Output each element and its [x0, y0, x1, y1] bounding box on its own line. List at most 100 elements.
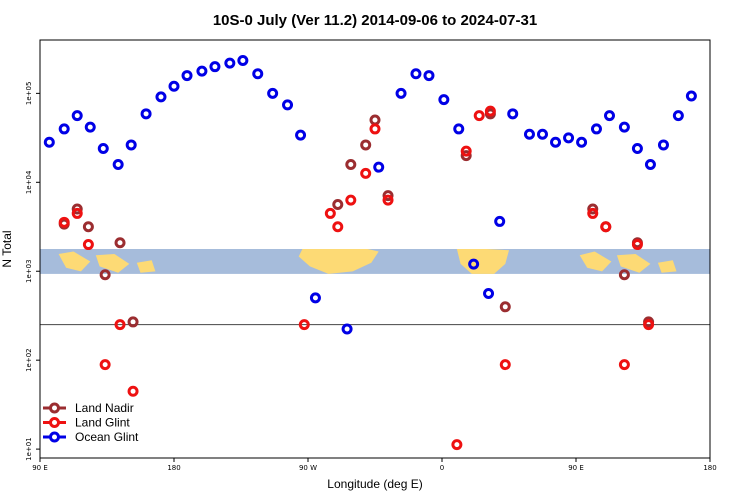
land-glint-point [473, 110, 485, 122]
y-tick-label: 1e+03 [25, 259, 33, 283]
y-tick-label: 1e+01 [25, 437, 33, 461]
land-nadir-point [332, 199, 344, 211]
ocean-glint-point [155, 91, 167, 103]
land-nadir-point [345, 159, 357, 171]
ocean-glint-point [395, 87, 407, 99]
legend-label-land-glint: Land Glint [75, 416, 130, 430]
ocean-glint-point [685, 90, 697, 102]
land-glint-point [324, 207, 336, 219]
map-land-6 [616, 254, 651, 273]
ocean-glint-point [252, 68, 264, 80]
ocean-glint-point [196, 65, 208, 77]
land-glint-point [298, 319, 310, 331]
ocean-glint-point [309, 292, 321, 304]
land-glint-point [114, 319, 126, 331]
land-glint-point [451, 439, 463, 451]
y-axis: 1e+01 1e+02 1e+03 1e+04 1e+05 [25, 82, 40, 461]
legend-marker-land-nadir [49, 402, 60, 414]
land-glint-point [600, 221, 612, 233]
ocean-glint-point [267, 87, 279, 99]
ocean-glint-point [341, 323, 353, 335]
world-map-band [40, 249, 710, 274]
ocean-glint-point [237, 54, 249, 66]
legend-marker-ocean-glint [49, 431, 60, 443]
land-glint-point [127, 385, 139, 397]
land-nadir-point [127, 316, 139, 328]
land-nadir-point [360, 139, 372, 151]
ocean-glint-point [483, 287, 495, 299]
ocean-glint-point [125, 139, 137, 151]
land-nadir-point [460, 150, 472, 162]
ocean-glint-point [604, 110, 615, 122]
land-glint-point [499, 359, 511, 371]
x-axis: 90 E 180 90 W 0 90 E 180 [32, 458, 717, 472]
ocean-glint-point [373, 161, 385, 173]
land-nadir-point [618, 269, 630, 281]
legend-marker-land-glint [49, 417, 60, 428]
map-land-0 [58, 251, 91, 272]
x-tick-label: 90 E [568, 464, 584, 472]
y-tick-label: 1e+04 [25, 170, 33, 194]
ocean-glint-point [618, 121, 630, 133]
ocean-glint-point [43, 136, 55, 148]
ocean-glint-point [181, 70, 193, 82]
land-nadir-point [369, 114, 381, 126]
land-nadir-point [82, 221, 94, 233]
land-glint-point [643, 319, 655, 331]
ocean-glint-point [507, 108, 519, 120]
land-nadir-point [382, 190, 394, 202]
land-glint-point [82, 239, 94, 251]
ocean-glint-point [295, 129, 307, 141]
ocean-glint-point [590, 123, 602, 135]
ocean-glint-point [657, 139, 669, 151]
land-nadir-point [114, 237, 126, 249]
legend-label-ocean-glint: Ocean Glint [75, 430, 139, 444]
ocean-glint-point [58, 123, 70, 135]
x-axis-label: Longitude (deg E) [327, 477, 422, 491]
y-axis-label: N Total [0, 230, 14, 267]
y-tick-label: 1e+02 [25, 348, 33, 372]
land-glint-point [587, 207, 599, 219]
ocean-glint-point [438, 94, 450, 106]
ocean-glint-point [644, 159, 656, 171]
x-tick-label: 180 [167, 464, 180, 472]
map-land-5 [579, 251, 612, 272]
chart-title: 10S-0 July (Ver 11.2) 2014-09-06 to 2024… [213, 12, 537, 29]
x-tick-label: 90 W [299, 464, 317, 472]
land-glint-point [71, 207, 83, 219]
land-glint-point [460, 145, 472, 157]
land-glint-point [382, 194, 394, 206]
ocean-glint-point [672, 110, 684, 122]
ocean-glint-point [523, 128, 535, 140]
ocean-glint-point [576, 136, 588, 148]
x-tick-label: 90 E [32, 464, 48, 472]
legend-label-land-nadir: Land Nadir [75, 401, 134, 415]
map-land-3 [298, 249, 379, 274]
x-tick-label: 180 [703, 464, 716, 472]
land-glint-point [631, 239, 643, 251]
land-glint-point [369, 123, 381, 135]
land-glint-point [99, 359, 111, 371]
ocean-glint-point [410, 68, 422, 80]
ocean-glint-point [537, 128, 548, 140]
land-glint-point [345, 194, 357, 206]
land-glint-point [618, 359, 630, 371]
ocean-glint-point [71, 110, 83, 122]
land-nadir-point [587, 203, 599, 215]
ocean-glint-point [550, 136, 562, 148]
land-nadir-point [99, 269, 111, 281]
ocean-glint-point [468, 258, 480, 270]
plot-frame [39, 39, 711, 459]
ocean-glint-point [168, 80, 180, 92]
ocean-glint-point [224, 57, 236, 69]
land-glint-point [58, 216, 70, 228]
land-glint-point [360, 167, 372, 179]
ocean-glint-point [282, 99, 294, 111]
y-tick-label: 1e+05 [25, 82, 33, 106]
ocean-glint-point [453, 123, 465, 135]
ocean-glint-point [631, 143, 643, 155]
data-points [43, 54, 697, 451]
map-land-1 [95, 254, 130, 273]
